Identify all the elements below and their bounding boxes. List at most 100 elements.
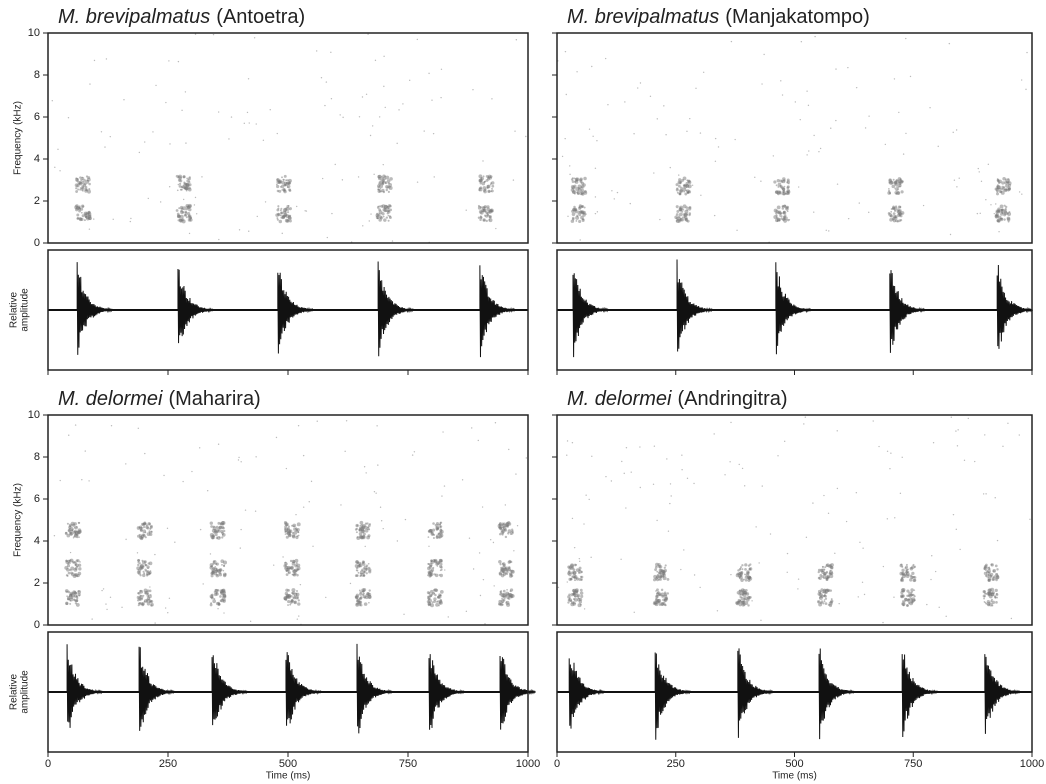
noise (945, 616, 946, 617)
noise (167, 612, 168, 613)
blob-dot (75, 602, 77, 604)
blob-dot (818, 569, 821, 572)
noise (624, 473, 625, 474)
noise (837, 488, 838, 489)
blob-dot (688, 180, 691, 183)
blob-dot (741, 564, 743, 566)
noise (303, 455, 304, 456)
blob-dot (77, 534, 79, 536)
blob-dot (147, 532, 151, 536)
blob-dot (210, 525, 213, 528)
blob-dot (74, 527, 76, 529)
noise (630, 203, 631, 204)
y-tick-label: 0 (34, 237, 40, 249)
noise (1021, 193, 1022, 194)
blob-dot (985, 602, 987, 604)
blob-dot (293, 569, 297, 573)
noise (330, 52, 331, 53)
blob-dot (378, 208, 381, 211)
noise (654, 446, 655, 447)
call-band (983, 588, 999, 607)
noise (620, 559, 621, 560)
blob-dot (508, 567, 510, 569)
blob-dot (382, 175, 385, 178)
blob-dot (659, 594, 662, 597)
blob-dot (901, 566, 903, 568)
blob-dot (502, 599, 505, 602)
noise (273, 564, 274, 565)
noise (397, 540, 398, 541)
blob-dot (356, 603, 359, 606)
blob-dot (491, 188, 493, 190)
blob-dot (283, 184, 285, 186)
waveform-burst (278, 273, 313, 354)
noise (797, 588, 798, 589)
blob-dot (680, 207, 682, 209)
blob-dot (499, 572, 502, 575)
noise (980, 213, 981, 214)
blob-dot (368, 563, 370, 565)
blob-dot (659, 576, 662, 579)
blob-dot (143, 595, 145, 597)
noise (93, 218, 94, 219)
noise (730, 422, 731, 423)
blob-dot (580, 180, 583, 183)
noise (207, 490, 208, 491)
blob-dot (179, 219, 182, 222)
blob-dot (656, 578, 659, 581)
blob-dot (578, 220, 581, 223)
noise (194, 204, 195, 205)
call-band (773, 204, 789, 222)
x-tick-label: 250 (159, 758, 177, 770)
blob-dot (149, 571, 152, 574)
blob-dot (282, 179, 284, 181)
waveform-burst (677, 260, 712, 352)
blob-dot (211, 574, 214, 577)
blob-dot (480, 182, 482, 184)
blob-dot (575, 220, 577, 222)
noise (611, 480, 612, 481)
amplitude-label: amplitude (20, 288, 31, 332)
noise (724, 474, 725, 475)
noise (240, 529, 241, 530)
blob-dot (356, 525, 358, 527)
blob-dot (432, 559, 435, 562)
noise (1026, 52, 1027, 53)
blob-dot (138, 592, 141, 595)
noise (835, 68, 836, 69)
blob-dot (289, 219, 292, 222)
noise (448, 616, 449, 617)
blob-dot (818, 603, 822, 607)
blob-dot (219, 603, 221, 605)
noise (441, 495, 442, 496)
blob-dot (76, 214, 79, 217)
noise (953, 514, 954, 515)
blob-dot (67, 591, 70, 594)
noise (346, 420, 347, 421)
blob-dot (909, 594, 912, 597)
blob-dot (658, 601, 661, 604)
blob-dot (278, 180, 281, 183)
noise (377, 464, 378, 465)
blob-dot (368, 567, 371, 570)
noise (801, 41, 802, 42)
blob-dot (137, 535, 140, 538)
noise (584, 608, 585, 609)
blob-dot (287, 186, 289, 188)
blob-dot (501, 533, 503, 535)
blob-dot (583, 177, 587, 181)
noise (605, 58, 606, 59)
blob-dot (578, 187, 580, 189)
blob-dot (688, 184, 692, 188)
noise (240, 461, 241, 462)
noise (985, 199, 986, 200)
amplitude-label: Relative (9, 674, 20, 711)
blob-dot (826, 563, 830, 567)
blob-dot (428, 536, 430, 538)
blob-dot (1005, 178, 1008, 181)
call-band (818, 563, 834, 581)
blob-dot (381, 212, 384, 215)
noise (714, 215, 715, 216)
call-band (478, 174, 494, 193)
blob-dot (498, 600, 501, 603)
